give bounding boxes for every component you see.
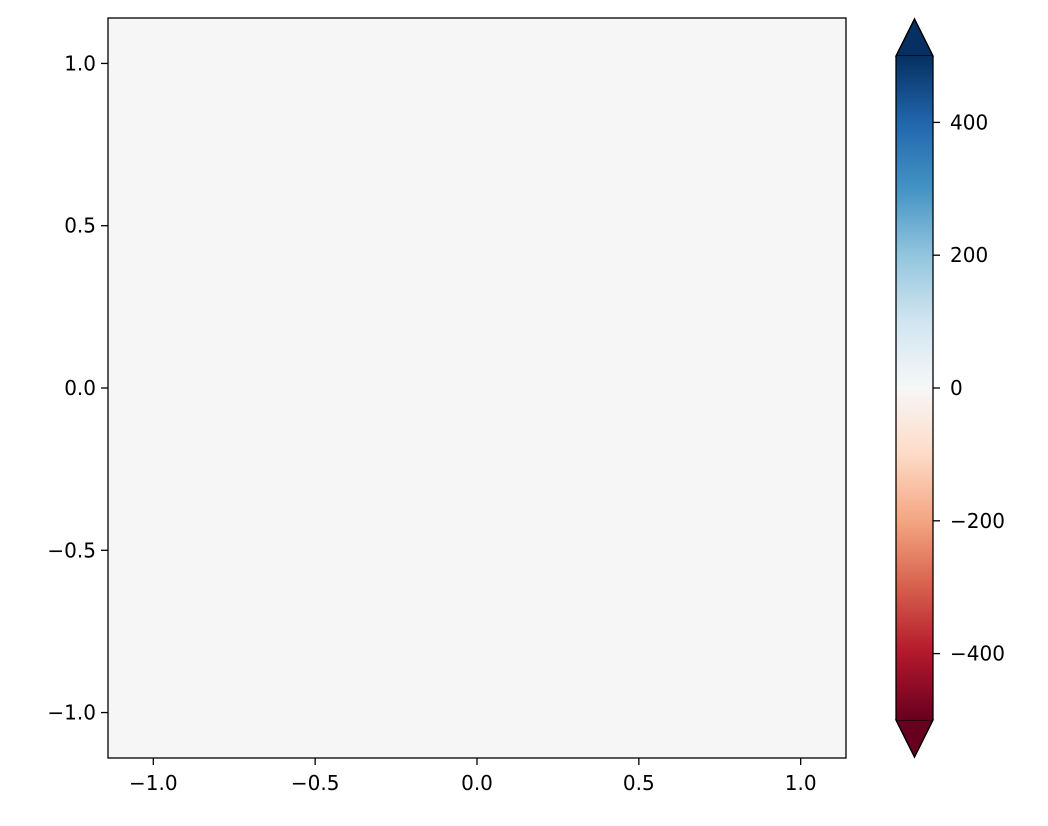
- x-tick-label: −1.0: [129, 771, 178, 795]
- colorbar-outline: [895, 17, 934, 759]
- colorbar-tick-label: 400: [950, 110, 988, 134]
- x-axis: −1.0 −0.5 0.0 0.5 1.0: [129, 758, 817, 795]
- x-tick-label: −0.5: [291, 771, 340, 795]
- colorbar-gradient: [896, 56, 933, 720]
- plot-background: [108, 18, 846, 758]
- colorbar-tick-label: 0: [950, 376, 963, 400]
- x-tick-label: 1.0: [785, 771, 817, 795]
- heatmap-disk: [153, 713, 801, 758]
- colorbar: −400 −200 0 200 400: [894, 17, 1005, 759]
- y-tick-label: 0.5: [64, 214, 96, 238]
- colorbar-tick-label: −400: [950, 642, 1005, 666]
- y-tick-label: −1.0: [47, 701, 96, 725]
- y-tick-label: 0.0: [64, 376, 96, 400]
- colorbar-extend-min: [894, 719, 935, 759]
- colorbar-tick-label: −200: [950, 509, 1005, 533]
- x-tick-label: 0.5: [623, 771, 655, 795]
- y-tick-label: 1.0: [64, 51, 96, 75]
- colorbar-ticks: −400 −200 0 200 400: [933, 110, 1005, 666]
- colorbar-tick-label: 200: [950, 243, 988, 267]
- y-axis: −1.0 −0.5 0.0 0.5 1.0: [47, 51, 108, 725]
- y-tick-label: −0.5: [47, 538, 96, 562]
- x-tick-label: 0.0: [461, 771, 493, 795]
- colorbar-extend-max: [894, 17, 935, 57]
